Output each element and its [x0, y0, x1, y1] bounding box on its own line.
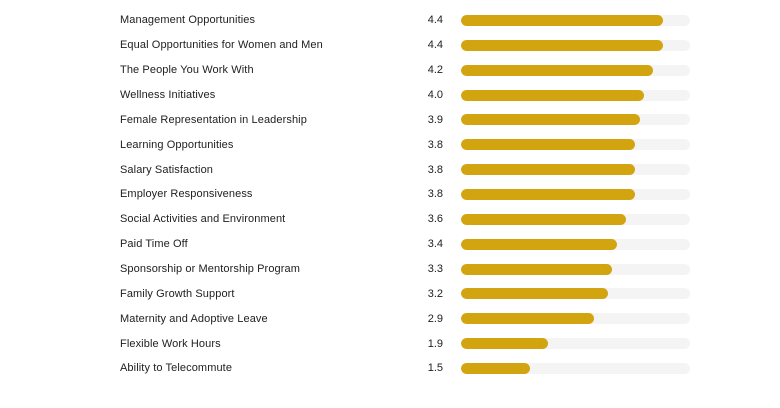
category-label: Ability to Telecommute [120, 362, 233, 375]
bar-track [461, 288, 690, 300]
bar-fill [461, 238, 617, 250]
category-label: Paid Time Off [120, 238, 188, 251]
bar-fill [461, 39, 663, 51]
value-label: 3.9 [427, 113, 443, 126]
value-label: 4.4 [427, 39, 443, 52]
category-label: Wellness Initiatives [120, 89, 216, 101]
value-label: 3.6 [427, 213, 443, 226]
bar-fill [461, 164, 636, 176]
category-label: Maternity and Adoptive Leave [120, 312, 268, 325]
chart-row: The People You Work With 4.2 [120, 58, 690, 83]
category-label: Equal Opportunities for Women and Men [120, 39, 323, 52]
bar-fill [461, 213, 626, 225]
bar-fill [461, 114, 640, 126]
category-label: Salary Satisfaction [120, 163, 213, 176]
bar-track [461, 64, 690, 76]
bar-track [461, 362, 690, 374]
bar-track [461, 313, 690, 325]
category-label: Sponsorship or Mentorship Program [120, 263, 300, 276]
bar-track [461, 188, 690, 200]
chart-row: Equal Opportunities for Women and Men 4.… [120, 33, 690, 58]
value-label: 3.4 [427, 238, 443, 251]
category-label: Management Opportunities [120, 14, 256, 27]
bar-fill [461, 14, 663, 26]
value-label: 4.0 [427, 89, 443, 101]
value-label: 4.2 [427, 64, 443, 77]
bar-fill [461, 188, 636, 200]
chart-row: Female Representation in Leadership 3.9 [120, 107, 690, 132]
bar-track [461, 139, 690, 151]
bar-track [461, 263, 690, 275]
bar-fill [461, 89, 645, 101]
bar-track [461, 338, 690, 350]
value-label: 3.8 [427, 163, 443, 176]
chart-row: Paid Time Off 3.4 [120, 232, 690, 257]
chart-row: Flexible Work Hours 1.9 [120, 331, 690, 356]
bar-fill [461, 338, 549, 350]
bar-track [461, 213, 690, 225]
chart-row: Maternity and Adoptive Leave 2.9 [120, 306, 690, 331]
chart-row: Ability to Telecommute 1.5 [120, 356, 690, 381]
value-label: 1.5 [427, 362, 443, 375]
value-label: 3.8 [427, 138, 443, 151]
bar-track [461, 89, 690, 101]
bar-track [461, 14, 690, 26]
category-label: Family Growth Support [120, 287, 235, 300]
value-label: 3.2 [427, 287, 443, 300]
chart-row: Sponsorship or Mentorship Program 3.3 [120, 257, 690, 282]
value-label: 2.9 [427, 312, 443, 325]
category-label: Employer Responsiveness [120, 188, 253, 201]
chart-row: Salary Satisfaction 3.8 [120, 157, 690, 182]
value-label: 3.8 [427, 188, 443, 201]
chart-row: Employer Responsiveness 3.8 [120, 182, 690, 207]
bar-fill [461, 139, 636, 151]
bar-track [461, 164, 690, 176]
chart-row: Social Activities and Environment 3.6 [120, 207, 690, 232]
bar-track [461, 114, 690, 126]
category-label: The People You Work With [120, 64, 254, 77]
bar-fill [461, 263, 613, 275]
value-label: 1.9 [427, 337, 443, 350]
chart-row: Family Growth Support 3.2 [120, 281, 690, 306]
chart-row: Wellness Initiatives 4.0 [120, 83, 690, 108]
category-label: Flexible Work Hours [120, 337, 221, 350]
chart-row: Learning Opportunities 3.8 [120, 132, 690, 157]
category-label: Female Representation in Leadership [120, 113, 307, 126]
value-label: 3.3 [427, 263, 443, 276]
bar-fill [461, 288, 608, 300]
bar-fill [461, 313, 594, 325]
bar-track [461, 39, 690, 51]
category-label: Learning Opportunities [120, 138, 234, 151]
category-label: Social Activities and Environment [120, 213, 286, 226]
bar-fill [461, 64, 654, 76]
bar-fill [461, 362, 530, 374]
value-label: 4.4 [427, 14, 443, 27]
bar-track [461, 238, 690, 250]
chart-row: Management Opportunities 4.4 [120, 8, 690, 33]
ratings-bar-chart: Management Opportunities 4.4 Equal Oppor… [120, 8, 690, 381]
